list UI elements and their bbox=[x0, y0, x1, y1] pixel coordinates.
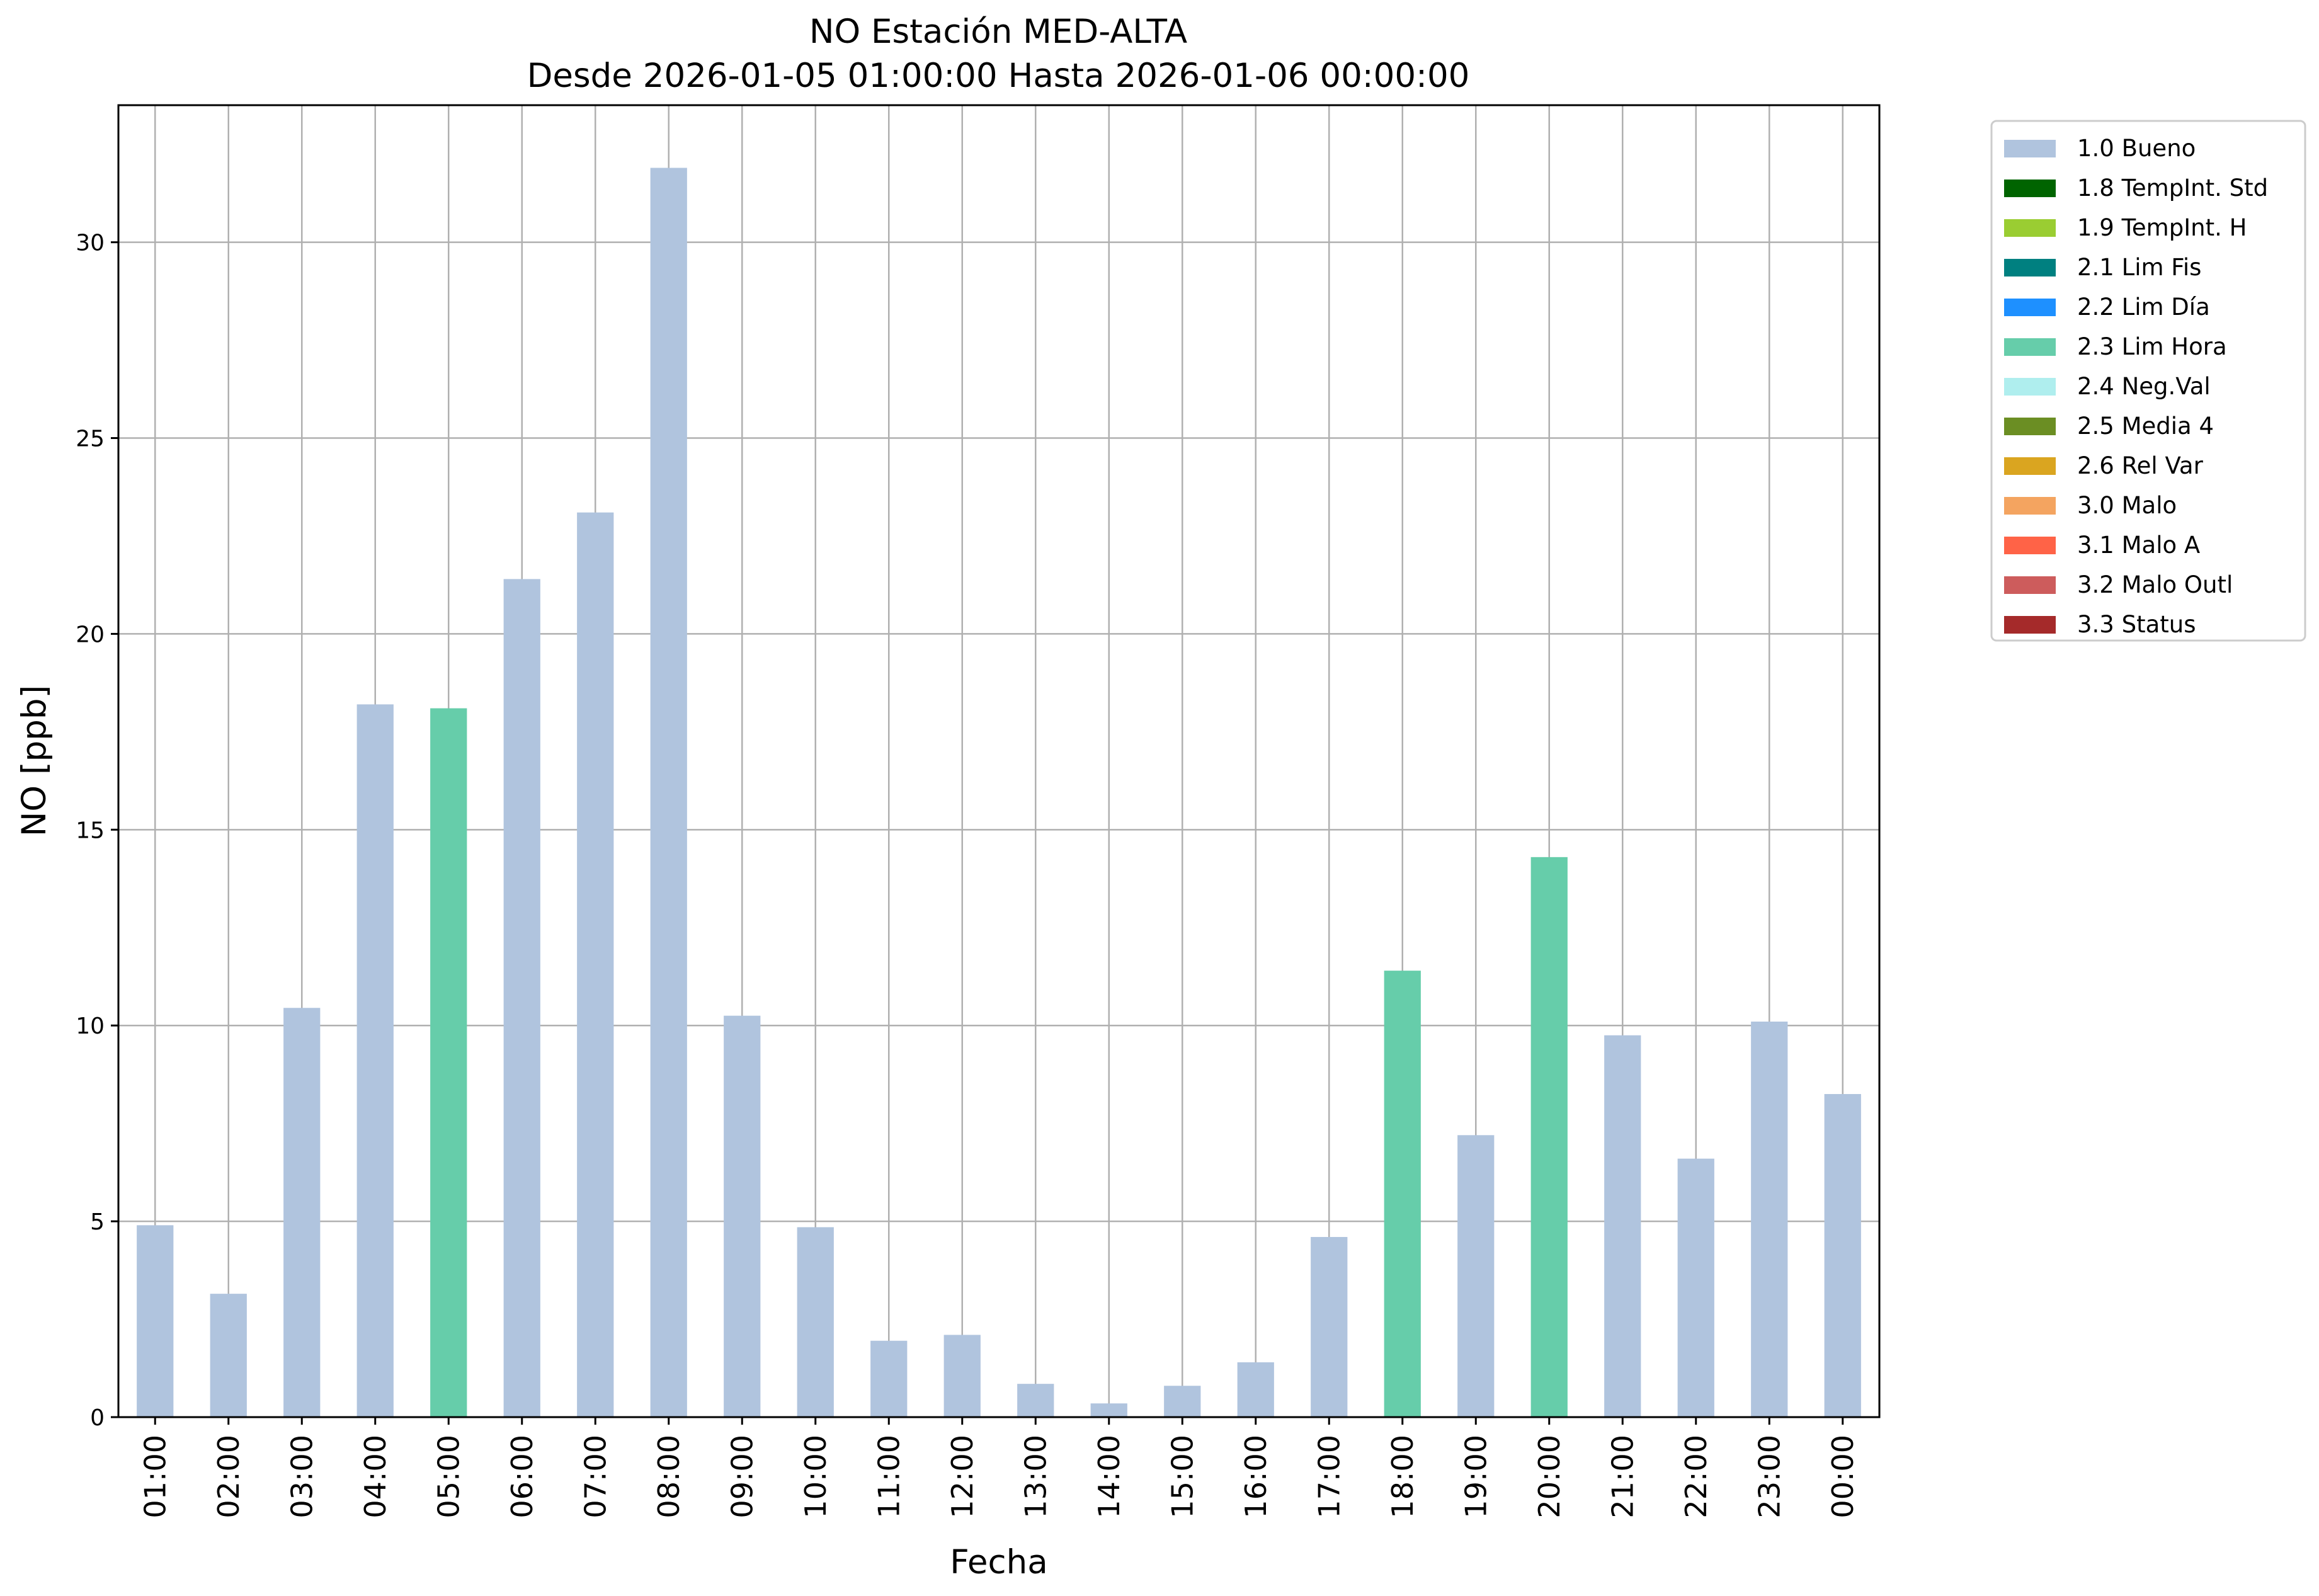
legend-label: 2.1 Lim Fis bbox=[2077, 254, 2201, 281]
legend-entries: 1.0 Bueno 1.8 TempInt. Std 1.9 TempInt. H 2… bbox=[2004, 135, 2268, 638]
legend-swatch bbox=[2004, 457, 2056, 475]
legend: 1.0 Bueno 1.8 TempInt. Std 1.9 TempInt. H 2… bbox=[1990, 120, 2306, 642]
legend-label: 2.2 Lim Día bbox=[2077, 294, 2210, 321]
y-tick-label: 15 bbox=[76, 818, 105, 843]
x-tick-label: 17:00 bbox=[1312, 1435, 1346, 1519]
x-tick-label: 11:00 bbox=[872, 1435, 906, 1519]
x-tick-label: 13:00 bbox=[1018, 1435, 1052, 1519]
legend-swatch bbox=[2004, 576, 2056, 594]
y-tick-label: 0 bbox=[90, 1405, 105, 1431]
bar-05-00 bbox=[430, 708, 467, 1417]
plot-frame bbox=[117, 104, 1881, 1418]
bars bbox=[137, 168, 1861, 1418]
bar-17-00 bbox=[1311, 1236, 1348, 1417]
x-tick-label: 14:00 bbox=[1092, 1435, 1126, 1519]
legend-label: 1.9 TempInt. H bbox=[2077, 214, 2247, 241]
bar-19-00 bbox=[1457, 1135, 1495, 1417]
bar-15-00 bbox=[1164, 1386, 1201, 1417]
x-tick-label: 19:00 bbox=[1459, 1435, 1493, 1519]
x-tick-label: 08:00 bbox=[652, 1435, 686, 1519]
legend-swatch bbox=[2004, 140, 2056, 157]
legend-swatch bbox=[2004, 299, 2056, 316]
bar-14-00 bbox=[1090, 1403, 1127, 1417]
bar-09-00 bbox=[724, 1015, 761, 1417]
x-tick-label: 20:00 bbox=[1532, 1435, 1566, 1519]
x-tick-label: 01:00 bbox=[138, 1435, 172, 1519]
bar-01-00 bbox=[137, 1225, 174, 1417]
x-tick-label: 04:00 bbox=[358, 1435, 392, 1519]
legend-swatch bbox=[2004, 537, 2056, 554]
bar-12-00 bbox=[943, 1335, 981, 1417]
y-tick-label: 5 bbox=[90, 1209, 105, 1235]
bar-11-00 bbox=[870, 1340, 908, 1417]
x-tick-label: 07:00 bbox=[578, 1435, 612, 1519]
legend-label: 1.8 TempInt. Std bbox=[2077, 174, 2268, 202]
x-axis-label: Fecha bbox=[950, 1543, 1047, 1582]
legend-swatch bbox=[2004, 378, 2056, 396]
legend-swatch bbox=[2004, 497, 2056, 515]
x-tick-label: 15:00 bbox=[1165, 1435, 1199, 1519]
legend-swatch bbox=[2004, 259, 2056, 276]
bar-20-00 bbox=[1530, 857, 1568, 1417]
bar-07-00 bbox=[577, 512, 614, 1418]
y-axis-ticks: 0 5 10 15 20 25 30 bbox=[76, 231, 118, 1431]
legend-label: 2.3 Lim Hora bbox=[2077, 333, 2227, 360]
x-tick-label: 18:00 bbox=[1386, 1435, 1420, 1519]
x-tick-label: 05:00 bbox=[431, 1435, 465, 1519]
x-axis-ticks: 01:00 02:00 03:00 04:00 05:00 06:00 07:00 08:00… bbox=[138, 1417, 1860, 1519]
x-tick-label: 23:00 bbox=[1752, 1435, 1786, 1519]
legend-swatch bbox=[2004, 418, 2056, 435]
x-tick-label: 09:00 bbox=[725, 1435, 759, 1519]
legend-swatch bbox=[2004, 180, 2056, 197]
bar-04-00 bbox=[356, 704, 394, 1417]
x-tick-label: 16:00 bbox=[1239, 1435, 1273, 1519]
legend-label: 3.3 Status bbox=[2077, 611, 2196, 638]
bar-18-00 bbox=[1384, 971, 1421, 1417]
legend-label: 2.5 Media 4 bbox=[2077, 413, 2214, 440]
bar-22-00 bbox=[1677, 1158, 1714, 1417]
x-tick-label: 21:00 bbox=[1605, 1435, 1639, 1519]
legend-label: 2.4 Neg.Val bbox=[2077, 373, 2211, 400]
legend-label: 3.2 Malo Outl bbox=[2077, 571, 2233, 598]
x-tick-label: 02:00 bbox=[212, 1435, 246, 1519]
bar-08-00 bbox=[650, 168, 687, 1417]
legend-swatch bbox=[2004, 616, 2056, 634]
bar-16-00 bbox=[1237, 1362, 1274, 1417]
y-tick-label: 10 bbox=[76, 1013, 105, 1039]
y-axis-label: NO [ppb] bbox=[15, 685, 54, 837]
chart-subtitle: Desde 2026-01-05 01:00:00 Hasta 2026-01-… bbox=[527, 57, 1470, 95]
legend-swatch bbox=[2004, 338, 2056, 356]
x-tick-label: 12:00 bbox=[945, 1435, 979, 1519]
x-tick-label: 00:00 bbox=[1826, 1435, 1860, 1519]
bar-23-00 bbox=[1751, 1021, 1788, 1417]
y-tick-label: 30 bbox=[76, 231, 105, 256]
bar-21-00 bbox=[1604, 1035, 1641, 1417]
bar-03-00 bbox=[283, 1008, 321, 1417]
x-tick-label: 03:00 bbox=[285, 1435, 319, 1519]
y-tick-label: 20 bbox=[76, 622, 105, 647]
chart-title: NO Estación MED-ALTA bbox=[809, 13, 1187, 51]
legend-label: 3.0 Malo bbox=[2077, 492, 2177, 519]
bar-00-00 bbox=[1824, 1094, 1861, 1417]
legend-frame bbox=[1990, 120, 2306, 642]
legend-label: 1.0 Bueno bbox=[2077, 135, 2196, 162]
bar-02-00 bbox=[210, 1294, 247, 1417]
x-tick-label: 10:00 bbox=[799, 1435, 833, 1519]
legend-swatch bbox=[2004, 219, 2056, 237]
bar-10-00 bbox=[797, 1227, 834, 1417]
legend-label: 3.1 Malo A bbox=[2077, 532, 2200, 559]
bar-13-00 bbox=[1017, 1384, 1054, 1417]
x-tick-label: 22:00 bbox=[1679, 1435, 1713, 1519]
legend-label: 2.6 Rel Var bbox=[2077, 452, 2204, 479]
bar-06-00 bbox=[503, 579, 540, 1417]
x-tick-label: 06:00 bbox=[505, 1435, 539, 1519]
y-tick-label: 25 bbox=[76, 426, 105, 452]
